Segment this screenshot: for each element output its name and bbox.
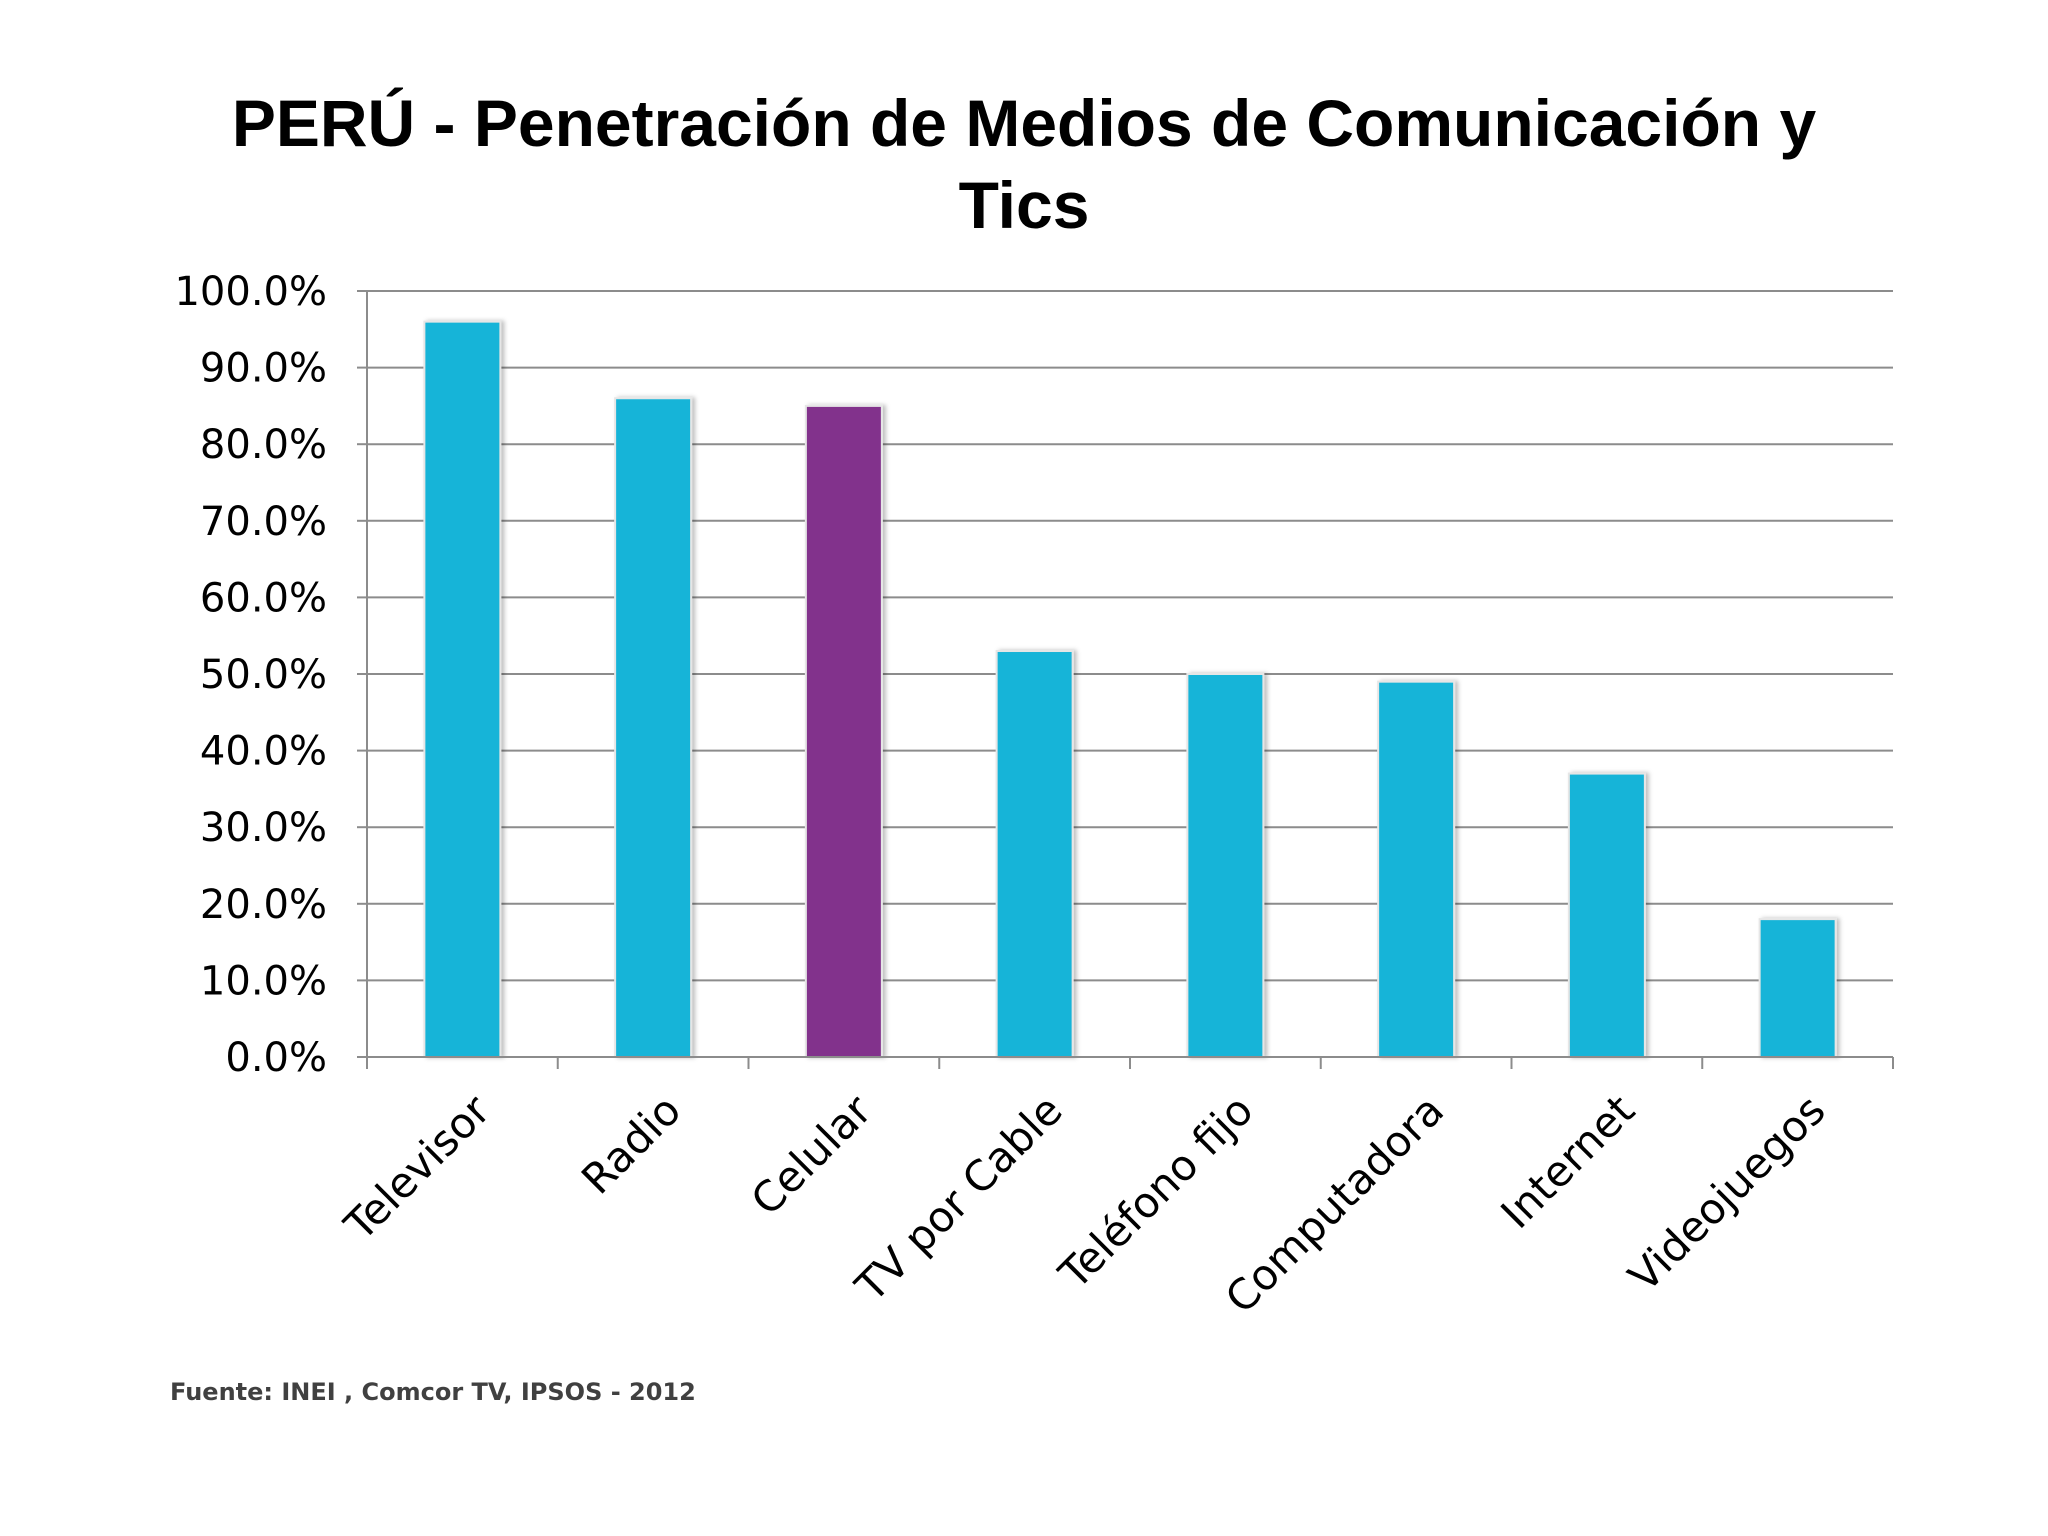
bar-televisor xyxy=(423,320,502,1058)
y-tick-label: 60.0% xyxy=(200,575,327,621)
y-tick-label: 100.0% xyxy=(174,269,327,315)
y-tick-label: 90.0% xyxy=(200,346,327,392)
x-category-label: Internet xyxy=(1491,1085,1644,1238)
gridlines xyxy=(367,290,1893,982)
x-category-label: Celular xyxy=(742,1085,882,1225)
chart-title-line-2: Tics xyxy=(958,168,1090,242)
y-tick-label: 0.0% xyxy=(225,1035,327,1081)
bar-tv-por-cable xyxy=(995,650,1074,1059)
y-tick-label: 20.0% xyxy=(200,882,327,928)
x-category-label: Radio xyxy=(572,1085,690,1203)
axes xyxy=(357,290,1894,1069)
y-tick-label: 80.0% xyxy=(200,422,327,468)
bar-videojuegos xyxy=(1758,918,1837,1058)
x-category-label: Televisor xyxy=(335,1085,500,1250)
x-category-label: Videojuegos xyxy=(1619,1085,1835,1301)
y-tick-label: 50.0% xyxy=(200,652,327,698)
bar-computadora xyxy=(1377,680,1456,1058)
bar-celular xyxy=(804,404,883,1058)
y-tick-label: 10.0% xyxy=(200,958,327,1004)
y-tick-label: 70.0% xyxy=(200,499,327,545)
chart-title: PERÚ - Penetración de Medios de Comunica… xyxy=(0,82,2048,246)
x-category-label: Teléfono fijo xyxy=(1049,1085,1262,1298)
chart-title-line-1: PERÚ - Penetración de Medios de Comunica… xyxy=(231,86,1817,160)
y-axis-tick-labels: 0.0% 10.0% 20.0% 30.0% 40.0% 50.0% 60.0% 70.0% 8… xyxy=(174,269,327,1081)
bar-radio xyxy=(614,397,693,1058)
y-tick-label: 30.0% xyxy=(200,805,327,851)
bar-tel-fono-fijo xyxy=(1186,673,1265,1058)
bar-internet xyxy=(1567,772,1646,1059)
y-tick-label: 40.0% xyxy=(200,729,327,775)
bars xyxy=(423,320,1837,1059)
source-note: Fuente: INEI , Comcor TV, IPSOS - 2012 xyxy=(170,1378,696,1406)
